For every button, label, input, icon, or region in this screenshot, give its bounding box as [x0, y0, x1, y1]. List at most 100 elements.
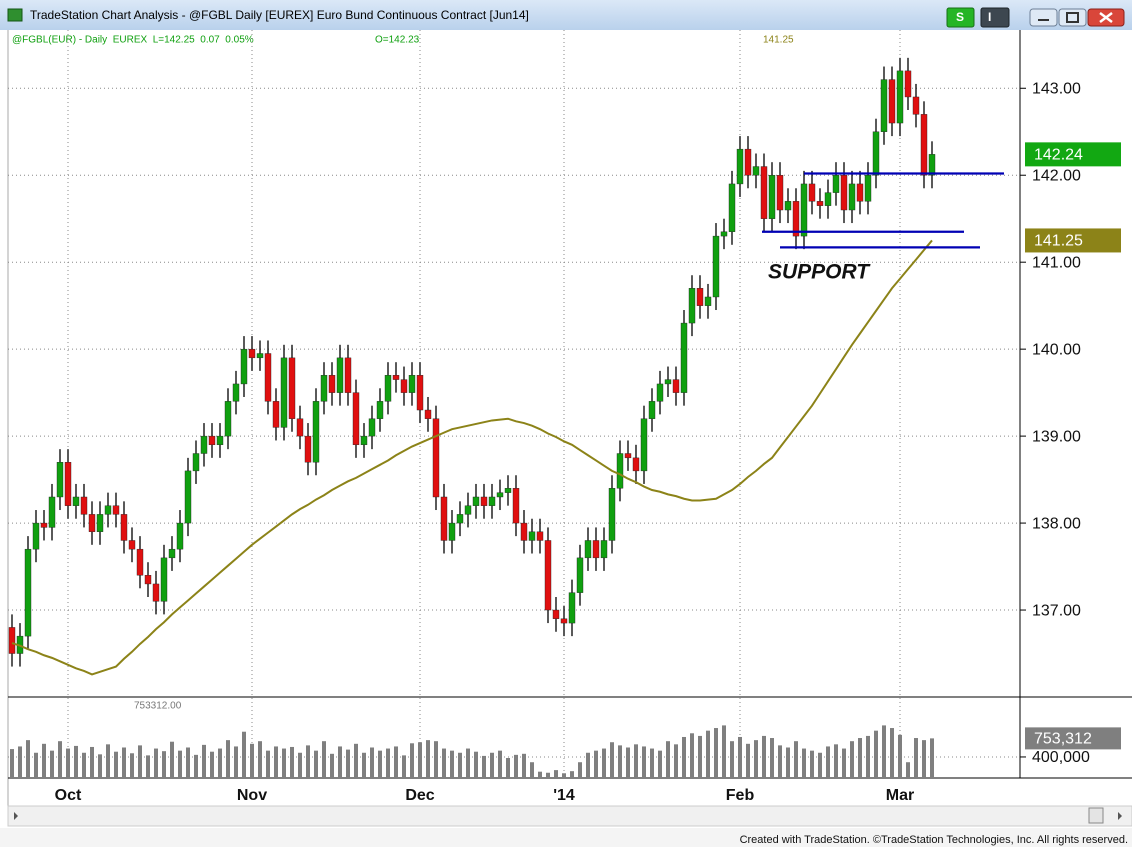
candle-body	[520, 522, 528, 541]
candle-body	[336, 357, 344, 393]
candle-body	[312, 401, 320, 463]
volume-bar	[450, 750, 454, 778]
title-bar	[0, 0, 1132, 30]
x-tick-label: Feb	[726, 787, 755, 804]
volume-bar	[234, 746, 238, 778]
volume-bar	[802, 748, 806, 778]
y-tick-label: 141.00	[1032, 254, 1081, 271]
strategy-button[interactable]	[946, 7, 975, 28]
volume-bar	[530, 762, 534, 778]
volume-bar	[666, 741, 670, 778]
candle-body	[384, 375, 392, 402]
scroll-right[interactable]	[1118, 812, 1122, 820]
candle-body	[496, 492, 504, 498]
candle-body	[880, 79, 888, 132]
indicator-button[interactable]	[980, 7, 1010, 28]
volume-bar	[794, 741, 798, 778]
close-icon	[1099, 12, 1113, 23]
volume-bar	[178, 750, 182, 778]
volume-bar	[402, 755, 406, 778]
x-tick-label: Oct	[55, 787, 82, 804]
volume-bar	[722, 725, 726, 778]
candle-body	[696, 288, 704, 306]
candle-body	[536, 531, 544, 541]
volume-bar	[290, 746, 294, 778]
candle-body	[760, 166, 768, 219]
footer-text: Created with TradeStation. ©TradeStation…	[740, 834, 1128, 846]
maximize-button[interactable]	[1058, 8, 1087, 27]
volume-marker-label: 753,312	[1034, 731, 1092, 748]
scroll-left[interactable]	[14, 812, 18, 820]
volume-tick-label: 400,000	[1032, 749, 1090, 766]
candle-body	[800, 183, 808, 237]
volume-bar	[658, 750, 662, 778]
candle-body	[688, 288, 696, 324]
volume-bar	[594, 750, 598, 778]
volume-bar	[858, 738, 862, 778]
volume-bar	[114, 751, 118, 778]
volume-bar	[82, 752, 86, 778]
scroll-thumb[interactable]	[1088, 807, 1104, 824]
volume-bar	[674, 744, 678, 778]
candle-body	[8, 627, 16, 654]
candle-body	[120, 514, 128, 541]
candle-body	[352, 392, 360, 446]
candle-body	[416, 375, 424, 411]
volume-bar	[154, 748, 158, 778]
volume-bar	[874, 730, 878, 778]
volume-bar	[322, 741, 326, 778]
minimize-button[interactable]	[1029, 8, 1058, 27]
candle-body	[480, 496, 488, 506]
candle-body	[152, 583, 160, 602]
volume-bar	[306, 745, 310, 778]
volume-bar	[634, 744, 638, 778]
candle-body	[664, 379, 672, 385]
volume-bar	[642, 746, 646, 778]
volume-bar	[930, 738, 934, 778]
app-icon	[7, 8, 23, 22]
y-tick-label: 142.00	[1032, 167, 1081, 184]
volume-bar	[762, 735, 766, 778]
candle-body	[72, 496, 80, 506]
volume-bar	[770, 738, 774, 778]
volume-marker	[1025, 727, 1121, 750]
volume-bar	[162, 751, 166, 778]
volume-bar	[922, 740, 926, 778]
candle-body	[920, 114, 928, 176]
support-annotation: SUPPORT	[768, 261, 871, 284]
volume-readout: 753312.00	[134, 701, 182, 712]
candle-body	[280, 357, 288, 428]
x-tick-label: Mar	[886, 787, 914, 804]
volume-bar	[210, 751, 214, 778]
candle-body	[472, 496, 480, 506]
volume-bar	[850, 741, 854, 778]
candle-body	[368, 418, 376, 437]
volume-bar	[890, 728, 894, 778]
candle-body	[928, 154, 936, 176]
candle-body	[816, 201, 824, 206]
volume-bar	[298, 752, 302, 778]
candle-body	[320, 375, 328, 402]
symbol-readout: @FGBL(EUR) - Daily EUREX L=142.25 0.07 0…	[12, 35, 254, 46]
candle-body	[200, 435, 208, 454]
candle-body	[640, 418, 648, 472]
volume-bar	[362, 752, 366, 778]
candle-body	[64, 462, 72, 506]
candle-body	[464, 505, 472, 515]
volume-bar	[74, 745, 78, 778]
candle-body	[88, 514, 96, 532]
candle-body	[888, 79, 896, 124]
volume-bar	[482, 755, 486, 778]
volume-bar	[202, 744, 206, 778]
candle-body	[56, 462, 64, 498]
scrollbar[interactable]	[7, 805, 1132, 827]
volume-bar	[570, 771, 574, 778]
candle-body	[736, 148, 744, 185]
volume-bar	[90, 746, 94, 778]
moving-average-line	[11, 239, 933, 676]
candle-body	[208, 435, 216, 446]
volume-bar	[506, 758, 510, 778]
volume-bar	[602, 748, 606, 778]
candle-body	[504, 488, 512, 493]
